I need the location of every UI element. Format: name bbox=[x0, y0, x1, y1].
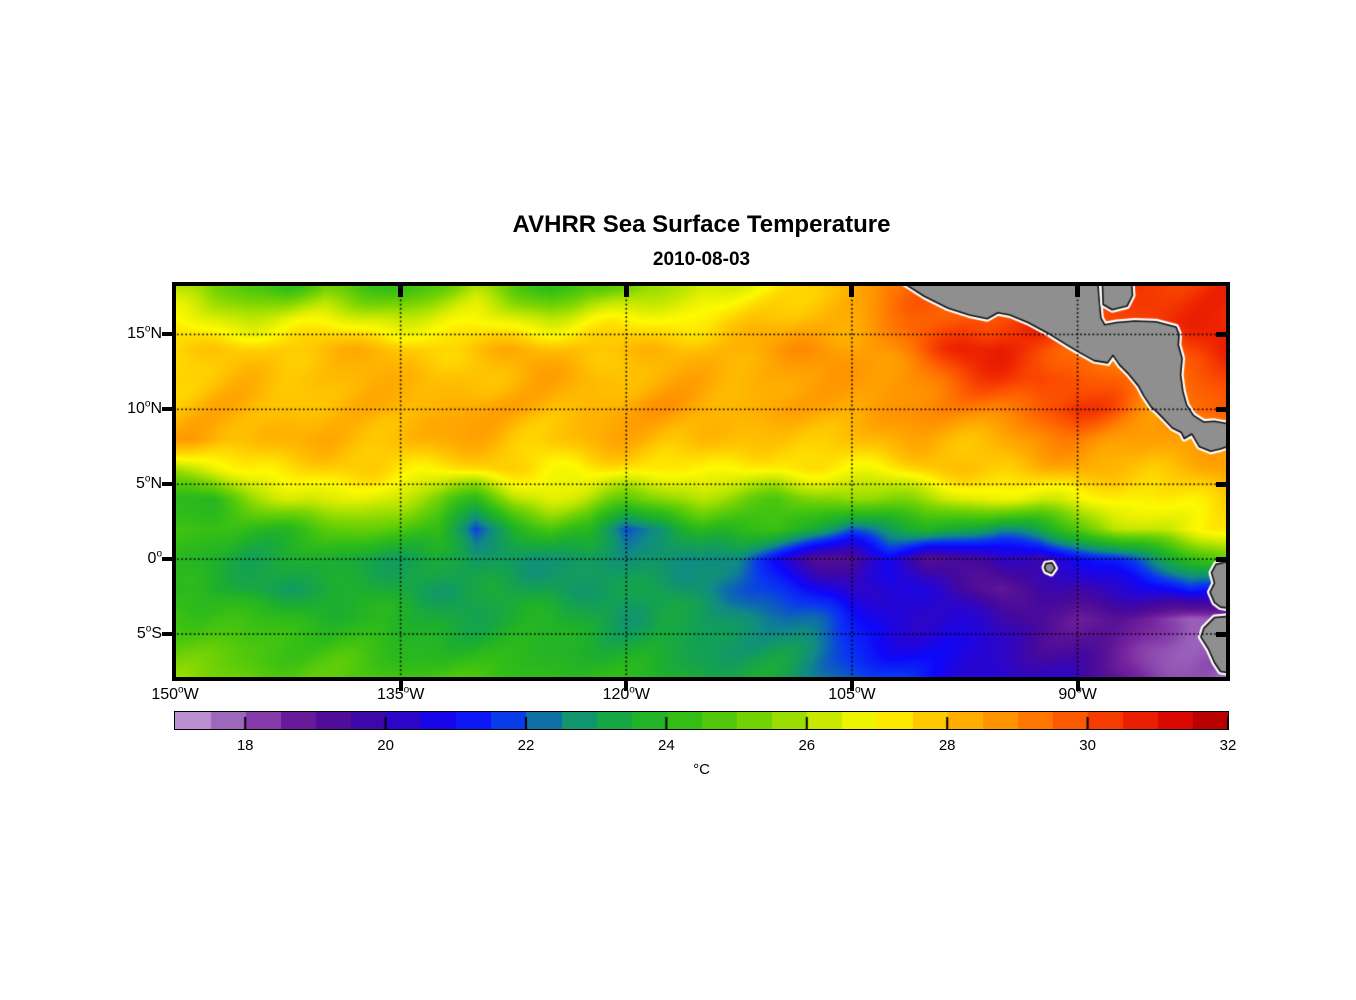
x-tick-label: 150oW bbox=[130, 684, 220, 704]
sst-map-canvas bbox=[175, 285, 1228, 679]
y-tick-text: 10oN bbox=[127, 399, 162, 418]
colorbar-tick-label: 18 bbox=[236, 737, 254, 754]
degree-superscript: o bbox=[629, 684, 635, 696]
axis-tick bbox=[1216, 331, 1227, 337]
x-tick-text: 90oW bbox=[1058, 684, 1097, 703]
axis-tick bbox=[849, 681, 854, 691]
axis-tick bbox=[398, 681, 403, 691]
degree-superscript: o bbox=[854, 684, 861, 696]
y-tick-text: 5oS bbox=[136, 623, 162, 643]
axis-tick bbox=[1075, 681, 1080, 691]
axis-tick bbox=[1216, 406, 1227, 412]
axis-tick bbox=[162, 557, 173, 562]
degree-superscript: o bbox=[1076, 684, 1082, 696]
colorbar-unit-label: °C bbox=[693, 761, 710, 778]
y-tick-text: 15oN bbox=[127, 324, 162, 343]
x-tick-label: 90oW bbox=[1033, 684, 1123, 704]
y-tick-label: 15oN bbox=[58, 324, 162, 344]
axis-tick bbox=[1216, 556, 1227, 562]
y-tick-text: 5oN bbox=[135, 473, 162, 493]
degree-superscript: o bbox=[144, 399, 151, 410]
x-tick-text: 135oW bbox=[376, 684, 425, 703]
degree-superscript: o bbox=[178, 684, 184, 696]
axis-tick bbox=[624, 681, 629, 691]
y-tick-text: 0o bbox=[147, 548, 162, 568]
y-tick-label: 10oN bbox=[58, 399, 162, 419]
degree-superscript: o bbox=[145, 623, 152, 635]
colorbar-tick-label: 22 bbox=[517, 737, 535, 754]
axis-tick bbox=[1216, 481, 1227, 487]
chart-title: AVHRR Sea Surface Temperature bbox=[512, 211, 891, 238]
axis-tick bbox=[849, 286, 855, 297]
x-tick-label: 105oW bbox=[807, 684, 897, 704]
y-tick-label: 5oS bbox=[58, 624, 162, 644]
x-tick-label: 135oW bbox=[356, 684, 446, 704]
x-tick-text: 105oW bbox=[828, 684, 876, 703]
y-tick-label: 0o bbox=[58, 549, 162, 569]
x-tick-text: 150oW bbox=[151, 684, 199, 703]
colorbar-tick-label: 32 bbox=[1219, 737, 1237, 754]
colorbar-tick-label: 28 bbox=[938, 737, 956, 754]
x-tick-label: 120oW bbox=[581, 684, 671, 704]
colorbar-tick-label: 20 bbox=[377, 737, 394, 754]
chart-date-subtitle: 2010-08-03 bbox=[652, 249, 751, 270]
degree-superscript: o bbox=[144, 473, 151, 485]
colorbar-canvas bbox=[175, 712, 1228, 729]
axis-tick bbox=[162, 632, 173, 637]
axis-tick bbox=[162, 482, 173, 487]
axis-tick bbox=[162, 332, 173, 337]
axis-tick bbox=[398, 286, 404, 297]
colorbar-tick-label: 30 bbox=[1079, 737, 1096, 754]
degree-superscript: o bbox=[156, 548, 162, 560]
x-tick-text: 120oW bbox=[602, 684, 650, 703]
colorbar-tick-label: 26 bbox=[798, 737, 816, 754]
degree-superscript: o bbox=[403, 684, 410, 696]
axis-tick bbox=[162, 407, 173, 412]
colorbar-tick-label: 24 bbox=[658, 737, 675, 754]
axis-tick bbox=[623, 286, 629, 297]
axis-tick bbox=[1075, 286, 1081, 297]
axis-tick bbox=[1216, 631, 1227, 637]
y-tick-label: 5oN bbox=[58, 474, 162, 494]
degree-superscript: o bbox=[144, 324, 151, 336]
